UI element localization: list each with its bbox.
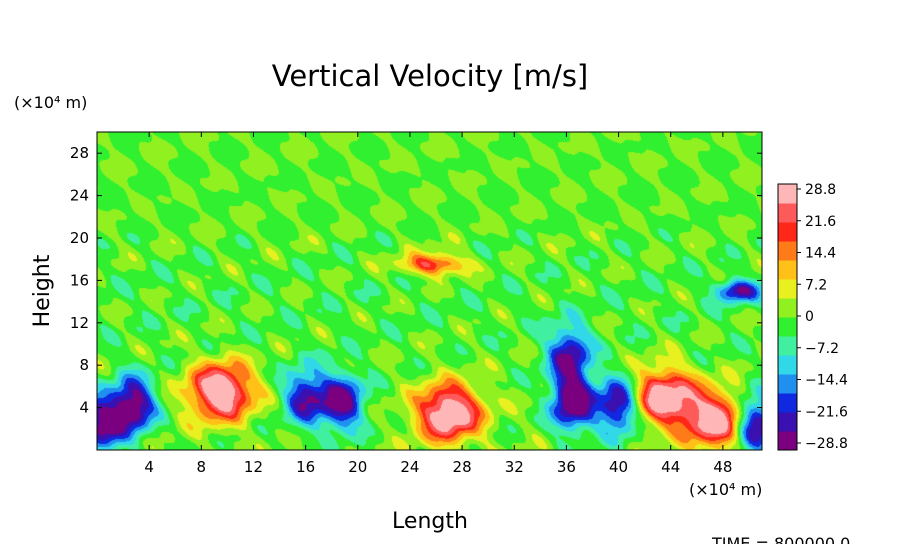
colorbar-swatch <box>778 298 797 318</box>
chart-title: Vertical Velocity [m/s] <box>272 59 589 93</box>
colorbar-swatch <box>778 241 797 261</box>
colorbar-label: 14.4 <box>805 246 836 262</box>
colorbar-label: −14.4 <box>805 373 848 389</box>
colorbar-swatch <box>778 412 797 432</box>
colorbar-swatch <box>778 374 797 394</box>
colorbar-swatch <box>778 336 797 356</box>
x-tick-label: 40 <box>609 458 628 476</box>
y-axis: 4 8 12 16 20 24 28 <box>70 144 762 417</box>
x-tick-label: 48 <box>713 458 732 476</box>
colorbar-swatch <box>778 279 797 299</box>
x-axis: 4 8 12 16 20 24 28 32 36 40 44 48 <box>144 132 732 476</box>
x-tick-label: 12 <box>244 458 263 476</box>
heatmap-image <box>97 132 762 450</box>
colorbar-swatch <box>778 317 797 337</box>
colorbar-label: −28.8 <box>805 436 848 452</box>
colorbar-swatch <box>778 222 797 242</box>
x-tick-label: 20 <box>348 458 367 476</box>
colorbar-swatch <box>778 260 797 280</box>
y-tick-label: 12 <box>70 314 89 332</box>
y-axis-label: Height <box>30 254 55 327</box>
x-unit-label: (×10⁴ m) <box>689 480 762 499</box>
plot-frame <box>96 131 763 451</box>
colorbar-label: 28.8 <box>805 182 836 198</box>
colorbar-swatch <box>778 184 797 204</box>
x-tick-label: 4 <box>144 458 154 476</box>
colorbar-swatch <box>778 203 797 223</box>
colorbar-label: −21.6 <box>805 404 848 420</box>
x-tick-label: 16 <box>296 458 315 476</box>
colorbar-swatch <box>778 431 797 451</box>
time-label: TIME = 800000.0 <box>711 534 850 544</box>
x-tick-label: 8 <box>197 458 207 476</box>
y-tick-label: 28 <box>70 144 89 162</box>
y-tick-label: 24 <box>70 187 89 205</box>
plot-area <box>96 131 763 451</box>
colorbar-label: 7.2 <box>805 277 827 293</box>
y-tick-label: 16 <box>70 271 89 289</box>
colorbar-label: 0 <box>805 309 814 325</box>
x-tick-label: 28 <box>453 458 472 476</box>
colorbar-label: 21.6 <box>805 214 836 230</box>
colorbar-swatch <box>778 355 797 375</box>
y-tick-label: 20 <box>70 229 89 247</box>
x-axis-label: Length <box>392 509 468 534</box>
x-tick-label: 24 <box>400 458 419 476</box>
x-tick-label: 36 <box>557 458 576 476</box>
x-tick-label: 44 <box>661 458 680 476</box>
y-tick-label: 4 <box>79 399 89 417</box>
colorbar: 28.8 21.6 14.4 7.2 0 −7.2 −14.4 −21.6 −28.8 <box>777 182 848 452</box>
x-tick-label: 32 <box>505 458 524 476</box>
y-tick-label: 8 <box>79 356 89 374</box>
colorbar-swatch <box>778 393 797 413</box>
y-unit-label: (×10⁴ m) <box>14 93 87 112</box>
colorbar-label: −7.2 <box>805 341 839 357</box>
colorbar-frame <box>777 183 798 451</box>
